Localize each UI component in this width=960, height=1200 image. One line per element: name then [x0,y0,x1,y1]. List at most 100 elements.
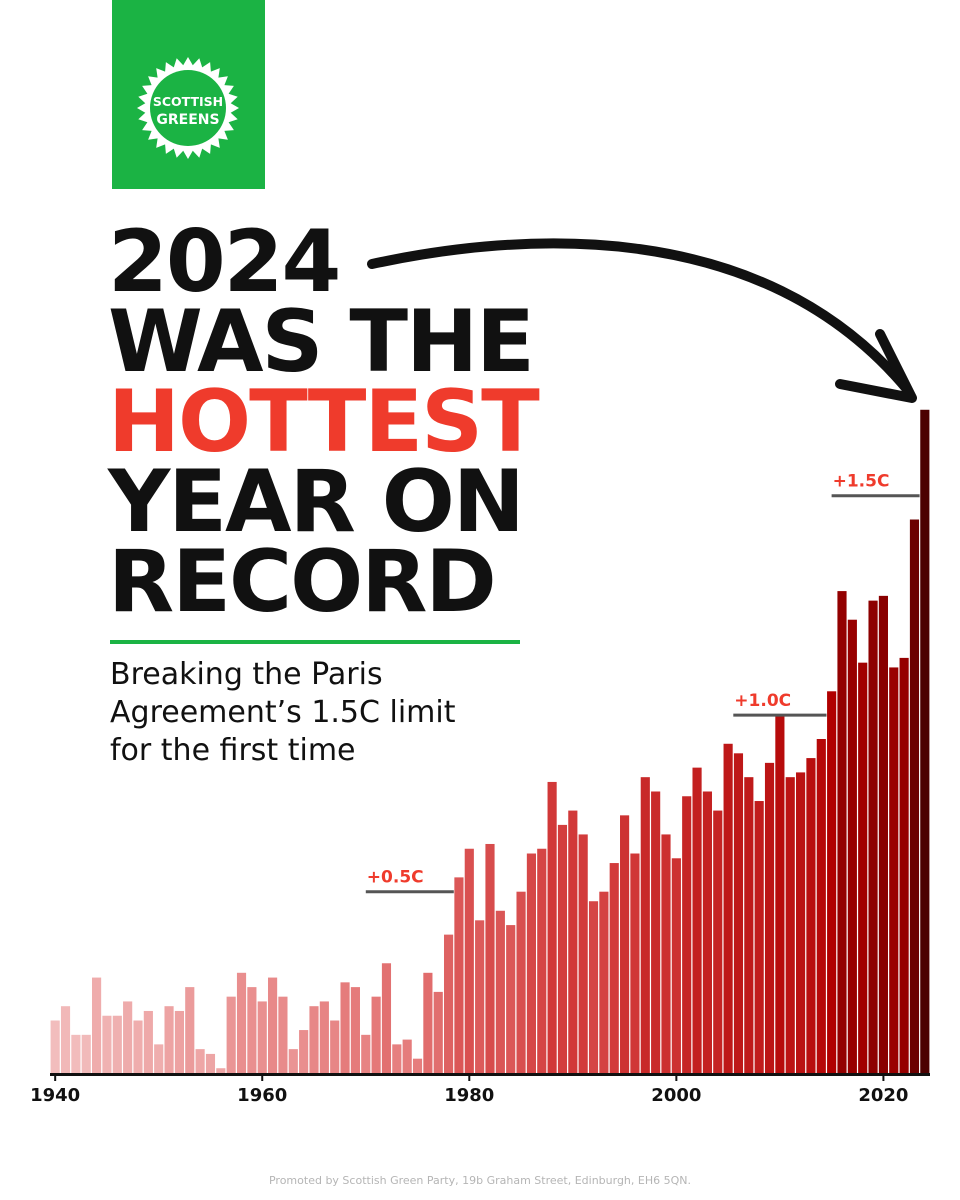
bar-1964 [299,1030,309,1073]
headline: 2024 WAS THE HOTTEST YEAR ON RECORD [108,212,540,632]
bar-1965 [309,1006,319,1073]
headline-line-1: 2024 [108,212,341,312]
headline-line-3: HOTTEST [108,372,540,472]
x-tick-label-1980: 1980 [444,1085,494,1106]
logo-inner-circle [150,70,226,146]
bar-1966 [319,1001,329,1073]
bar-2008 [754,801,764,1073]
bar-2011 [785,777,795,1073]
bar-2016 [837,591,847,1073]
bar-2007 [744,777,754,1073]
footer-imprint: Promoted by Scottish Green Party, 19b Gr… [268,1174,691,1187]
bar-1989 [557,824,568,1073]
subtitle-line-2: Agreement’s 1.5C limit [110,695,456,730]
x-tick-label-1940: 1940 [30,1085,80,1106]
bar-1969 [350,987,360,1073]
bar-1999 [661,834,671,1073]
bar-2017 [847,619,857,1073]
bar-1992 [588,901,599,1073]
bar-2005 [723,743,733,1073]
bar-1941 [60,1006,71,1073]
bar-1986 [526,853,536,1073]
bar-1953 [185,987,195,1073]
bar-1978 [444,934,454,1073]
x-tick-label-1960: 1960 [237,1085,287,1106]
bar-1995 [620,815,630,1073]
bar-2018 [858,662,868,1073]
bar-1943 [81,1034,91,1073]
bar-1984 [506,925,516,1073]
bar-1946 [112,1015,122,1073]
bar-1976 [423,972,433,1073]
bar-1985 [516,891,526,1073]
bar-2015 [827,691,837,1073]
bar-1961 [268,977,278,1073]
bar-1955 [205,1053,216,1073]
threshold-label-1: +1.0C [734,691,791,711]
bar-1951 [164,1006,174,1073]
logo-text-line2: GREENS [156,112,219,128]
bar-1981 [475,920,485,1073]
headline-line-4: YEAR ON [108,452,525,552]
bar-1975 [412,1058,423,1073]
bar-1988 [547,781,557,1073]
bar-2024 [920,409,930,1073]
x-axis-ticks: 1940 1960 1980 2000 2020 [30,1076,908,1106]
bar-2006 [733,753,744,1073]
bar-2004 [713,810,723,1073]
green-divider [110,640,520,644]
bar-1940 [50,1020,60,1073]
subtitle-line-3: for the first time [110,733,356,768]
bar-2020 [878,595,888,1073]
x-tick-label-2020: 2020 [858,1085,908,1106]
bar-1998 [651,791,661,1073]
bar-1977 [433,991,443,1073]
subtitle: Breaking the Paris Agreement’s 1.5C limi… [110,656,550,770]
bar-2003 [702,791,712,1073]
bar-1991 [578,834,588,1073]
subtitle-line-1: Breaking the Paris [110,657,383,692]
bar-1980 [464,848,474,1073]
headline-line-5: RECORD [108,532,497,632]
bar-2023 [909,519,920,1073]
threshold-label-0: +0.5C [367,868,424,888]
bar-1990 [568,810,578,1073]
bar-1982 [485,843,495,1073]
bar-1997 [640,777,650,1073]
bar-2009 [764,762,775,1073]
bar-2010 [775,715,785,1073]
bar-1944 [92,977,102,1073]
bar-1948 [133,1020,143,1073]
bar-1974 [402,1039,412,1073]
bar-1987 [537,848,547,1073]
x-tick-label-2000: 2000 [651,1085,701,1106]
bar-1963 [288,1049,298,1073]
bar-1962 [278,996,288,1073]
bar-1947 [123,1001,133,1073]
bar-1967 [330,1020,340,1073]
bar-1972 [381,963,392,1073]
bar-1993 [599,891,609,1073]
bar-1960 [257,1001,267,1073]
bar-1957 [226,996,236,1073]
bar-1950 [154,1044,164,1073]
annotations-group: +0.5C +1.0C +1.5C [365,472,920,894]
bar-1996 [630,853,640,1073]
bar-2001 [682,796,692,1073]
bar-1958 [236,972,247,1073]
bar-2019 [868,600,878,1073]
bar-2013 [806,758,816,1073]
bar-1968 [340,982,350,1073]
bar-1979 [454,877,464,1073]
bar-2012 [796,772,806,1073]
bar-2014 [816,739,826,1073]
bar-1983 [495,910,505,1073]
bar-1945 [102,1015,112,1073]
threshold-label-2: +1.5C [833,472,890,492]
bar-2021 [889,667,899,1073]
bar-1971 [371,996,381,1073]
bar-2002 [692,767,702,1073]
bar-1942 [71,1034,81,1073]
